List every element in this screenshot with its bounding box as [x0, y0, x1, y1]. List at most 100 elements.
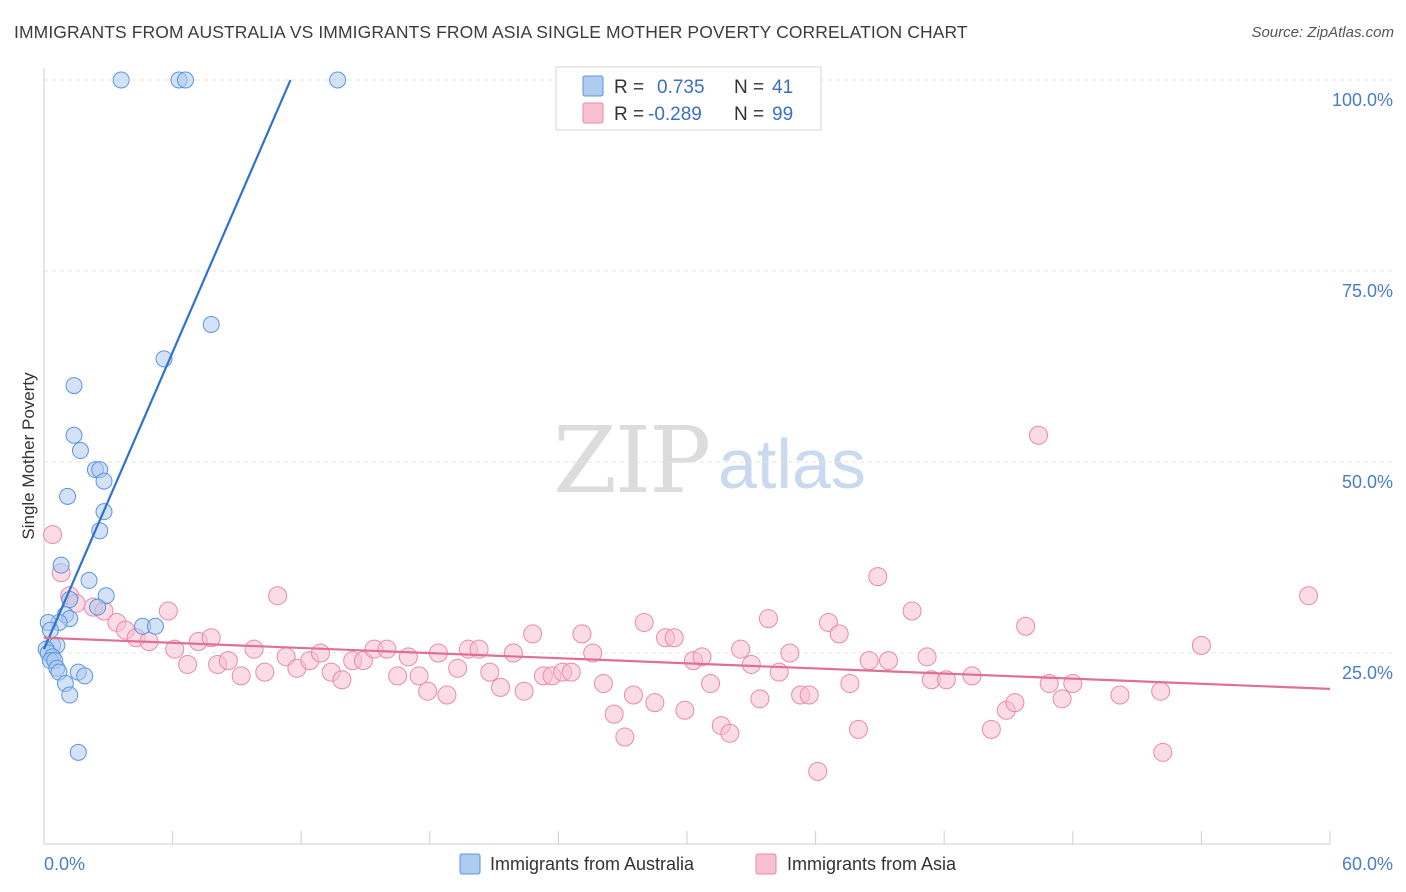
point-asia-34 [418, 681, 438, 701]
point-asia-54 [623, 685, 643, 705]
point-asia-12 [178, 654, 198, 674]
point-asia-95 [1153, 742, 1173, 762]
point-asia-49 [572, 624, 592, 644]
point-asia-31 [388, 666, 408, 686]
legend-n-value-asia: 99 [772, 104, 793, 125]
series-australia-points [37, 71, 347, 761]
legend-swatch-australia [582, 75, 604, 97]
point-australia-40 [89, 598, 107, 616]
point-asia-75 [829, 624, 849, 644]
point-australia-36 [61, 686, 79, 704]
legend-r-value-asia: -0.289 [648, 104, 702, 125]
trend-lines [42, 79, 1331, 691]
point-asia-98 [917, 647, 937, 667]
bottom-legend-swatch-asia [755, 853, 777, 875]
point-asia-52 [604, 704, 624, 724]
point-australia-39 [146, 617, 164, 635]
x-tick-label-max: 60.0% [1342, 854, 1393, 874]
point-australia-12 [95, 472, 113, 490]
legend-r-value-australia: 0.735 [657, 77, 705, 98]
point-asia-37 [448, 658, 468, 678]
point-australia-4 [202, 315, 220, 333]
point-asia-65 [731, 639, 751, 659]
point-australia-7 [65, 426, 83, 444]
point-asia-11 [165, 639, 185, 659]
bottom-legend-label-asia: Immigrants from Asia [787, 854, 957, 874]
point-asia-19 [255, 662, 275, 682]
point-asia-18 [244, 639, 264, 659]
point-asia-33 [409, 666, 429, 686]
point-asia-90 [1039, 674, 1059, 694]
point-australia-8 [71, 442, 89, 460]
legend-r-label-asia: R = [614, 104, 644, 125]
chart-title: IMMIGRANTS FROM AUSTRALIA VS IMMIGRANTS … [14, 22, 968, 42]
point-asia-26 [332, 670, 352, 690]
point-asia-79 [868, 567, 888, 587]
point-australia-17 [97, 587, 115, 605]
point-asia-20 [268, 586, 288, 606]
point-australia-11 [59, 487, 77, 505]
point-asia-50 [583, 643, 603, 663]
point-asia-73 [808, 761, 828, 781]
point-asia-85 [981, 719, 1001, 739]
y-tick-label-2: 75.0% [1342, 281, 1393, 301]
point-asia-67 [750, 689, 770, 709]
point-australia-34 [76, 667, 94, 685]
point-asia-14 [201, 628, 221, 648]
series-legend: Immigrants from Australia Immigrants fro… [459, 853, 957, 875]
point-asia-40 [480, 662, 500, 682]
point-asia-10 [158, 601, 178, 621]
point-australia-0 [112, 71, 130, 89]
point-asia-88 [1016, 616, 1036, 636]
point-asia-51 [593, 674, 613, 694]
bottom-legend-label-australia: Immigrants from Australia [490, 854, 695, 874]
point-asia-24 [310, 643, 330, 663]
point-asia-43 [514, 681, 534, 701]
point-asia-94 [1151, 681, 1171, 701]
legend-n-label-asia: N = [734, 104, 764, 125]
point-australia-15 [52, 556, 70, 574]
x-axis-ticks [43, 831, 1331, 844]
point-asia-53 [615, 727, 635, 747]
point-asia-36 [437, 685, 457, 705]
watermark-zip: ZIP [553, 407, 709, 514]
source-credit: Source: ZipAtlas.com [1251, 24, 1394, 41]
point-asia-72 [799, 685, 819, 705]
y-axis-label: Single Mother Poverty [19, 372, 38, 540]
point-australia-3 [329, 71, 347, 89]
point-asia-30 [377, 639, 397, 659]
point-asia-61 [692, 647, 712, 667]
point-australia-37 [69, 743, 87, 761]
point-asia-41 [491, 677, 511, 697]
point-australia-2 [176, 71, 194, 89]
point-asia-97 [1299, 586, 1319, 606]
gridlines [44, 79, 1393, 654]
point-australia-6 [65, 377, 83, 395]
trend-line-australia [42, 79, 292, 650]
y-tick-label-1: 50.0% [1342, 472, 1393, 492]
point-asia-70 [780, 643, 800, 663]
stats-legend: R = 0.735 N = 41 R = -0.289 N = 99 [555, 66, 822, 131]
point-asia-55 [634, 612, 654, 632]
watermark-atlas: atlas [718, 425, 866, 503]
point-asia-68 [758, 609, 778, 629]
point-asia-42 [503, 643, 523, 663]
point-asia-56 [645, 693, 665, 713]
legend-r-label-australia: R = [614, 77, 644, 98]
point-asia-80 [878, 651, 898, 671]
point-asia-87 [1005, 693, 1025, 713]
legend-n-value-australia: 41 [772, 77, 793, 98]
point-australia-16 [80, 571, 98, 589]
point-asia-93 [1110, 685, 1130, 705]
y-axis-tick-labels: 25.0% 50.0% 75.0% 100.0% [1332, 90, 1393, 683]
point-asia-59 [675, 700, 695, 720]
point-asia-76 [840, 674, 860, 694]
point-asia-91 [1052, 689, 1072, 709]
point-asia-81 [902, 601, 922, 621]
y-tick-label-3: 100.0% [1332, 90, 1393, 110]
point-asia-77 [848, 719, 868, 739]
point-asia-64 [720, 723, 740, 743]
point-asia-83 [936, 670, 956, 690]
bottom-legend-swatch-australia [459, 853, 481, 875]
legend-swatch-asia [582, 102, 604, 124]
